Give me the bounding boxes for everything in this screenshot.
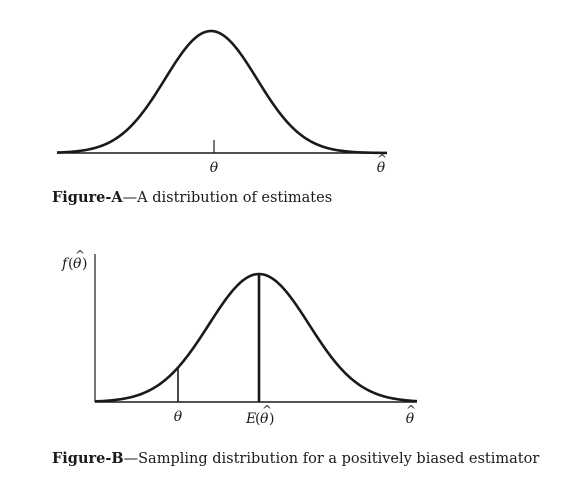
figure-b-theta-hat-axis-label: θ ^ [406, 403, 416, 427]
svg-text:f: f [61, 256, 70, 272]
svg-text:θ: θ [377, 160, 386, 176]
figure-b-caption: Figure-B—Sampling distribution for a pos… [52, 450, 539, 467]
svg-text:): ) [82, 256, 87, 272]
figure-b-caption-text: Sampling distribution for a positively b… [138, 451, 540, 467]
svg-text:θ: θ [260, 411, 269, 427]
figure-a-theta-hat-axis-label: θ ^ [377, 152, 387, 176]
figure-b: f ( θ ^ ) θ E ( θ ^ ) θ ^ [61, 248, 418, 427]
figure-a-caption: Figure-A—A distribution of estimates [52, 189, 332, 206]
figure-a: θ θ ^ [56, 29, 388, 176]
figure-a-caption-text: A distribution of estimates [137, 190, 333, 206]
svg-text:^: ^ [377, 152, 387, 166]
svg-text:): ) [269, 411, 274, 427]
svg-text:θ: θ [73, 256, 82, 272]
figure-a-caption-label: Figure-A [52, 189, 123, 206]
figure-b-caption-dash: — [123, 451, 139, 467]
figure-b-sampling-distribution-curve [94, 272, 418, 403]
svg-text:(: ( [68, 256, 73, 272]
figure-a-theta-tick-label: θ [210, 160, 219, 176]
svg-text:(: ( [255, 411, 260, 427]
figure-a-distribution-curve [56, 29, 388, 155]
figure-b-y-axis-label: f ( θ ^ ) [61, 248, 87, 272]
svg-text:E: E [245, 411, 256, 427]
figure-b-caption-label: Figure-B [52, 450, 124, 467]
svg-text:^: ^ [75, 248, 85, 262]
svg-text:^: ^ [406, 403, 416, 417]
figure-a-caption-dash: — [122, 190, 138, 206]
svg-text:θ: θ [406, 411, 415, 427]
figure-b-expected-value-label: E ( θ ^ ) [245, 403, 274, 427]
figure-b-theta-label: θ [174, 409, 183, 425]
svg-text:^: ^ [262, 403, 272, 417]
